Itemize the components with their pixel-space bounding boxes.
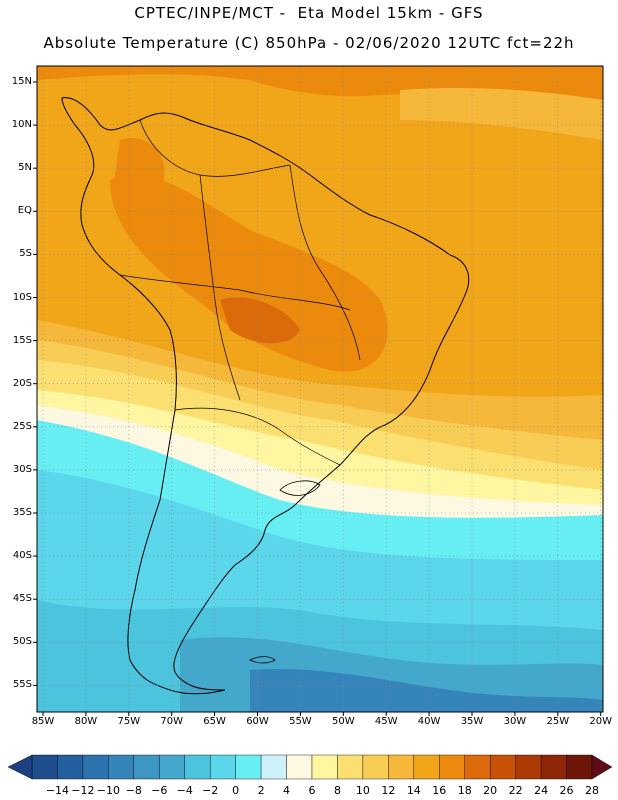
lon-label: 35W xyxy=(460,716,484,727)
colorbar-label: 22 xyxy=(508,784,523,797)
colorbar-swatch xyxy=(235,754,262,780)
colorbar-label: −10 xyxy=(96,784,120,797)
colorbar-label: 24 xyxy=(534,784,549,797)
colorbar-swatch xyxy=(184,754,211,780)
colorbar-swatch xyxy=(31,754,58,780)
colorbar-label: −12 xyxy=(71,784,95,797)
south-america-coastline xyxy=(61,97,470,695)
colorbar-label: 0 xyxy=(232,784,240,797)
colorbar-swatch xyxy=(540,754,567,780)
border-brazil-inner xyxy=(289,164,361,361)
colorbar-label: −2 xyxy=(202,784,219,797)
colorbar-label: 28 xyxy=(585,784,599,797)
lon-label: 75W xyxy=(117,716,141,727)
colorbar-swatch xyxy=(388,754,415,780)
lat-label: 25S xyxy=(12,420,32,432)
lat-label: EQ xyxy=(17,205,32,217)
cooler-north-atlantic xyxy=(400,88,603,140)
lat-label: 55S xyxy=(12,679,32,691)
lon-label: 80W xyxy=(74,716,98,727)
chart-title-line-2: Absolute Temperature (C) 850hPa - 02/06/… xyxy=(43,34,575,52)
colorbar-swatch xyxy=(362,754,389,780)
border-south xyxy=(174,407,341,466)
colorbar-label: 20 xyxy=(483,784,498,797)
colorbar-swatch xyxy=(337,754,364,780)
temperature-field xyxy=(37,66,603,712)
lat-label: 20S xyxy=(12,377,32,389)
colorbar-swatch xyxy=(489,754,516,780)
colorbar-swatch xyxy=(439,754,465,780)
border-west xyxy=(199,174,241,401)
colorbar-label: −8 xyxy=(125,784,142,797)
lat-label: 35S xyxy=(12,507,32,518)
chart-title-line-1: CPTEC/INPE/MCT - Eta Model 15km - GFS xyxy=(134,4,484,22)
lon-label: 45W xyxy=(374,716,398,727)
lat-label: 5S xyxy=(19,248,32,260)
hot-region-interior xyxy=(110,174,388,372)
colorbar-swatch xyxy=(159,754,185,780)
colorbar-label: 6 xyxy=(308,784,316,797)
lon-label: 40W xyxy=(417,716,441,727)
lat-label: 15N xyxy=(11,76,32,87)
lon-label: 65W xyxy=(203,716,226,727)
lon-label: 60W xyxy=(246,716,269,727)
lon-label: 20W xyxy=(589,716,612,727)
hot-region-north xyxy=(115,138,165,201)
lat-label: 10N xyxy=(11,119,32,131)
band-minus-6 xyxy=(250,669,603,712)
colorbar-label: −6 xyxy=(151,784,168,797)
lat-label: 15S xyxy=(12,334,32,346)
colorbar-label: 10 xyxy=(355,784,370,797)
colorbar-swatch xyxy=(133,754,160,780)
colorbar-label: 26 xyxy=(559,784,574,797)
map-frame xyxy=(36,65,604,713)
colorbar xyxy=(7,754,613,780)
colorbar-label: 16 xyxy=(432,784,447,797)
colorbar-label: 4 xyxy=(283,784,291,797)
axis-ticks xyxy=(33,81,602,716)
lat-label: 30S xyxy=(12,463,32,475)
colorbar-swatch xyxy=(209,754,236,780)
colorbar-swatch xyxy=(515,754,542,780)
colorbar-label: −4 xyxy=(176,784,193,797)
lat-label: 5N xyxy=(18,162,32,174)
colorbar-swatch xyxy=(566,754,593,780)
colorbar-swatch xyxy=(82,754,109,780)
colorbar-label: −14 xyxy=(45,784,70,797)
colorbar-swatch xyxy=(108,754,135,780)
lat-label: 45S xyxy=(12,593,32,605)
colorbar-swatch xyxy=(413,754,440,780)
colorbar-min-arrow xyxy=(7,754,33,780)
colorbar-swatch xyxy=(311,754,338,780)
lon-label: 50W xyxy=(331,716,355,727)
colorbar-swatch xyxy=(286,754,313,780)
lon-label: 30W xyxy=(503,716,527,727)
lat-label: 10S xyxy=(12,291,32,303)
colorbar-swatch xyxy=(57,754,84,780)
colorbar-label: 18 xyxy=(457,784,472,797)
lon-label: 25W xyxy=(546,716,570,727)
colorbar-swatch xyxy=(260,754,287,780)
colorbar-label: 12 xyxy=(381,784,396,797)
rio-de-la-plata xyxy=(279,480,321,496)
warm-north-strip xyxy=(37,66,603,120)
lon-label: 85W xyxy=(31,716,55,727)
lon-label: 70W xyxy=(160,716,183,727)
colorbar-label: 2 xyxy=(257,784,265,797)
lat-label: 50S xyxy=(12,636,32,648)
lon-label: 55W xyxy=(289,716,312,727)
border-central xyxy=(119,274,351,311)
colorbar-max-arrow xyxy=(591,754,613,780)
lat-label: 40S xyxy=(12,550,32,562)
colorbar-label: 14 xyxy=(406,784,421,797)
colorbar-swatch xyxy=(464,754,491,780)
colorbar-label: 8 xyxy=(333,784,341,797)
hot-core xyxy=(220,297,300,344)
